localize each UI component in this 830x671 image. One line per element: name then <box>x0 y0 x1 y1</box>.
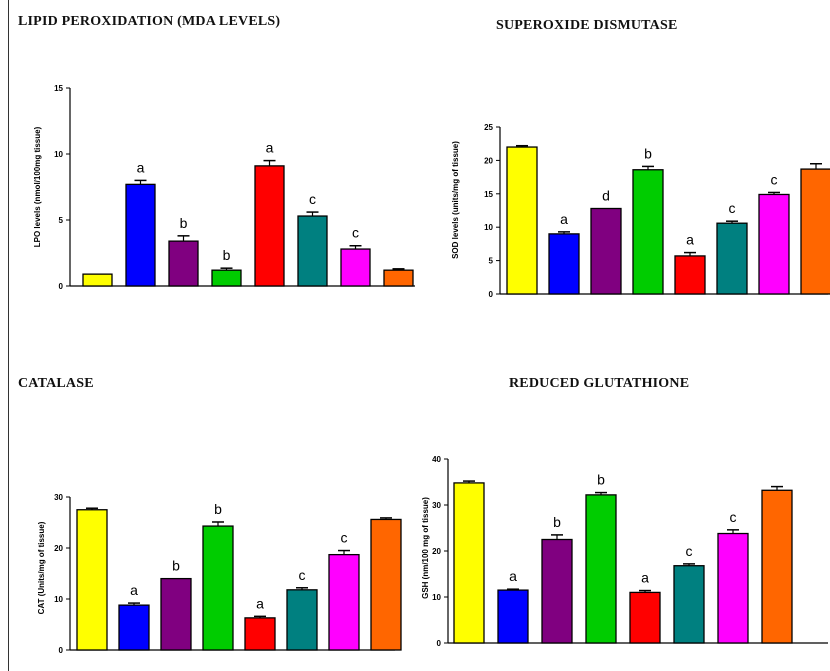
significance-label: a <box>509 568 517 584</box>
significance-label: c <box>771 171 778 187</box>
bar <box>328 553 360 651</box>
y-axis-label: GSH (nm/100 mg of tissue) <box>421 497 430 599</box>
y-axis-label: LPO levels (nmol/100mg tissue) <box>33 126 42 247</box>
y-tick-label: 0 <box>489 290 494 299</box>
title-reduced-glutathione: REDUCED GLUTATHIONE <box>509 376 690 391</box>
significance-label: c <box>309 191 316 207</box>
bar <box>717 532 749 644</box>
bar <box>800 168 830 295</box>
bar <box>585 494 617 644</box>
bar <box>453 482 485 644</box>
bar <box>168 240 199 287</box>
significance-label: c <box>729 200 736 216</box>
significance-label: a <box>137 159 145 175</box>
y-tick-label: 20 <box>54 544 63 553</box>
significance-label: c <box>299 567 306 583</box>
y-tick-label: 10 <box>432 593 441 602</box>
significance-label: b <box>172 558 180 574</box>
y-tick-label: 5 <box>59 216 64 225</box>
y-tick-label: 10 <box>54 595 63 604</box>
significance-label: b <box>223 247 231 263</box>
significance-label: b <box>644 145 652 161</box>
title-superoxide-dismutase: SUPEROXIDE DISMUTASE <box>496 18 678 33</box>
y-tick-label: 10 <box>484 223 493 232</box>
significance-label: a <box>130 582 138 598</box>
bar <box>160 577 192 651</box>
bar <box>497 589 529 644</box>
y-tick-label: 0 <box>59 282 64 291</box>
significance-label: c <box>352 225 359 241</box>
significance-label: a <box>256 595 264 611</box>
bar <box>674 255 706 295</box>
significance-label: a <box>560 211 568 227</box>
y-tick-label: 30 <box>54 493 63 502</box>
significance-label: c <box>341 530 348 546</box>
y-tick-label: 10 <box>54 150 63 159</box>
y-tick-label: 0 <box>59 646 64 655</box>
y-axis-label: SOD levels (units/mg of tissue) <box>451 141 460 259</box>
bar <box>202 525 234 651</box>
y-tick-label: 20 <box>484 156 493 165</box>
bar <box>506 146 538 295</box>
significance-label: a <box>641 570 649 586</box>
bar <box>590 207 622 295</box>
y-tick-label: 15 <box>54 84 63 93</box>
y-axis-label: CAT (Units/mg of tissue) <box>37 521 46 614</box>
page-left-border <box>8 0 9 671</box>
y-tick-label: 30 <box>432 501 441 510</box>
y-tick-label: 20 <box>432 547 441 556</box>
bar <box>541 538 573 644</box>
significance-label: b <box>180 215 188 231</box>
significance-label: d <box>602 187 610 203</box>
significance-label: c <box>730 509 737 525</box>
y-tick-label: 15 <box>484 190 493 199</box>
significance-label: b <box>597 472 605 488</box>
y-tick-label: 40 <box>432 455 441 464</box>
y-tick-label: 0 <box>437 639 442 648</box>
bar <box>548 233 580 295</box>
title-catalase: CATALASE <box>18 376 94 391</box>
bar <box>297 215 328 287</box>
significance-label: b <box>553 514 561 530</box>
bar <box>76 509 108 651</box>
title-lipid-peroxidation: LIPID PEROXIDATION (MDA LEVELS) <box>18 14 281 29</box>
significance-label: a <box>266 140 274 156</box>
bar <box>716 222 748 295</box>
y-tick-label: 5 <box>489 257 494 266</box>
significance-label: a <box>686 232 694 248</box>
significance-label: c <box>686 543 693 559</box>
bar <box>629 591 661 644</box>
y-tick-label: 25 <box>484 123 493 132</box>
bar <box>82 273 113 287</box>
bar <box>761 489 793 644</box>
significance-label: b <box>214 501 222 517</box>
bar <box>673 565 705 644</box>
